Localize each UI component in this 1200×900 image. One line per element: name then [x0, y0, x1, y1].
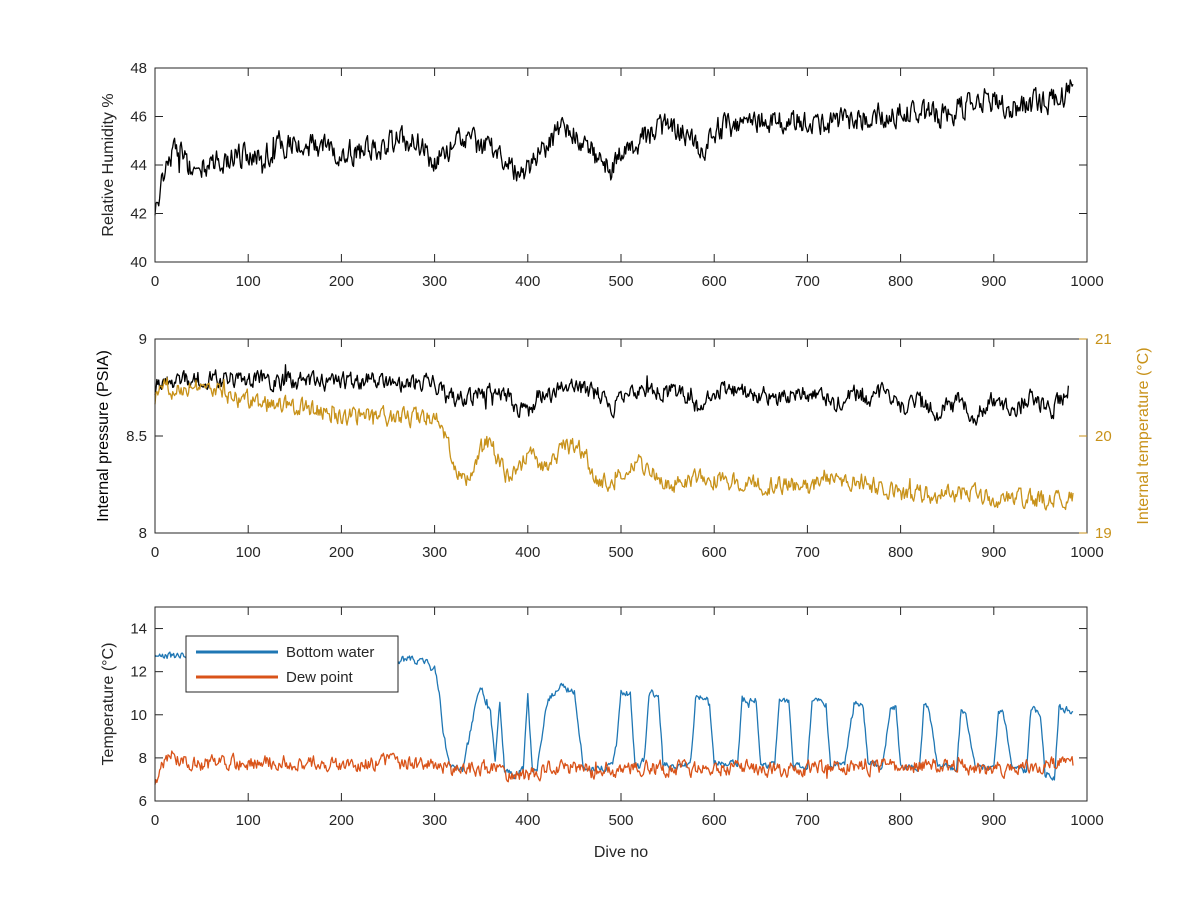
x-tick-label: 0: [151, 812, 159, 829]
temperature-panel: 0 100 200 300 400 500 600 700 800 900 1000 6 8 10 12 14…: [100, 606, 1104, 861]
x-tick-label: 700: [795, 544, 820, 561]
humidity-y-axis-title: Relative Humidity %: [100, 93, 117, 236]
y2-tick-label: 19: [1095, 525, 1112, 542]
legend: Bottom water Dew point: [185, 635, 399, 693]
y2-tick-label: 21: [1095, 331, 1112, 348]
x-tick-label: 200: [329, 812, 354, 829]
x-tick-label: 600: [702, 812, 727, 829]
x-tick-label: 900: [981, 812, 1006, 829]
pressure-plot-area: [154, 364, 1074, 511]
y-tick-label: 48: [130, 60, 147, 77]
y-tick-label: 10: [130, 707, 147, 724]
x-tick-label: 900: [981, 544, 1006, 561]
x-tick-label: 200: [329, 273, 354, 290]
y-tick-label: 44: [130, 157, 147, 174]
x-tick-label: 300: [422, 273, 447, 290]
y-tick-label: 9: [139, 331, 147, 348]
x-tick-label: 700: [795, 273, 820, 290]
x-tick-label: 1000: [1070, 273, 1103, 290]
x-tick-label: 800: [888, 544, 913, 561]
x-tick-label: 400: [515, 544, 540, 561]
x-tick-label: 1000: [1070, 812, 1103, 829]
x-axis-title: Dive no: [594, 844, 648, 861]
y-tick-label: 8.5: [126, 428, 147, 445]
humidity-plot-area: [154, 79, 1074, 216]
x-tick-label: 800: [888, 812, 913, 829]
x-tick-label: 500: [608, 812, 633, 829]
x-tick-label: 1000: [1070, 544, 1103, 561]
x-tick-label: 600: [702, 544, 727, 561]
legend-box: [185, 635, 399, 693]
x-tick-label: 400: [515, 273, 540, 290]
x-tick-label: 100: [236, 812, 261, 829]
y-tick-label: 12: [130, 664, 147, 681]
legend-label-dew-point: Dew point: [286, 669, 354, 686]
pressure-ticks: 0 100 200 300 400 500 600 700 800 900 1000 8 8.5 9 19 2…: [126, 331, 1112, 561]
y-tick-label: 42: [130, 206, 147, 223]
x-tick-label: 700: [795, 812, 820, 829]
y-tick-label: 8: [139, 525, 147, 542]
pressure-panel: 0 100 200 300 400 500 600 700 800 900 1000 8 8.5 9 19 2…: [95, 331, 1152, 561]
y-tick-label: 6: [139, 793, 147, 810]
internal-temperature-line: [154, 377, 1074, 511]
y-tick-label: 40: [130, 254, 147, 271]
x-tick-label: 500: [608, 273, 633, 290]
legend-label-bottom-water: Bottom water: [286, 644, 374, 661]
y-tick-label: 8: [139, 750, 147, 767]
x-tick-label: 900: [981, 273, 1006, 290]
humidity-panel: 0 100 200 300 400 500 600 700 800 900 1000 40 42 44 46…: [100, 60, 1104, 290]
x-tick-label: 0: [151, 544, 159, 561]
x-tick-label: 500: [608, 544, 633, 561]
x-tick-label: 400: [515, 812, 540, 829]
y-tick-label: 14: [130, 621, 147, 638]
dew-point-line: [154, 750, 1074, 785]
x-tick-label: 100: [236, 273, 261, 290]
y-tick-label: 46: [130, 109, 147, 126]
pressure-y-axis-title: Internal pressure (PSIA): [95, 350, 112, 522]
internal-pressure-line: [154, 364, 1070, 426]
humidity-ticks: 0 100 200 300 400 500 600 700 800 900 1000 40 42 44 46…: [130, 60, 1103, 290]
relative-humidity-line: [154, 79, 1074, 216]
x-tick-label: 800: [888, 273, 913, 290]
temperature-ticks: 0 100 200 300 400 500 600 700 800 900 1000 6 8 10 12 14: [130, 607, 1104, 829]
x-tick-label: 0: [151, 273, 159, 290]
x-tick-label: 300: [422, 812, 447, 829]
internal-temperature-y-axis-title: Internal temperature (°C): [1135, 347, 1152, 524]
x-tick-label: 100: [236, 544, 261, 561]
y2-tick-label: 20: [1095, 428, 1112, 445]
temperature-y-axis-title: Temperature (°C): [100, 643, 117, 766]
x-tick-label: 200: [329, 544, 354, 561]
x-tick-label: 600: [702, 273, 727, 290]
x-tick-label: 300: [422, 544, 447, 561]
